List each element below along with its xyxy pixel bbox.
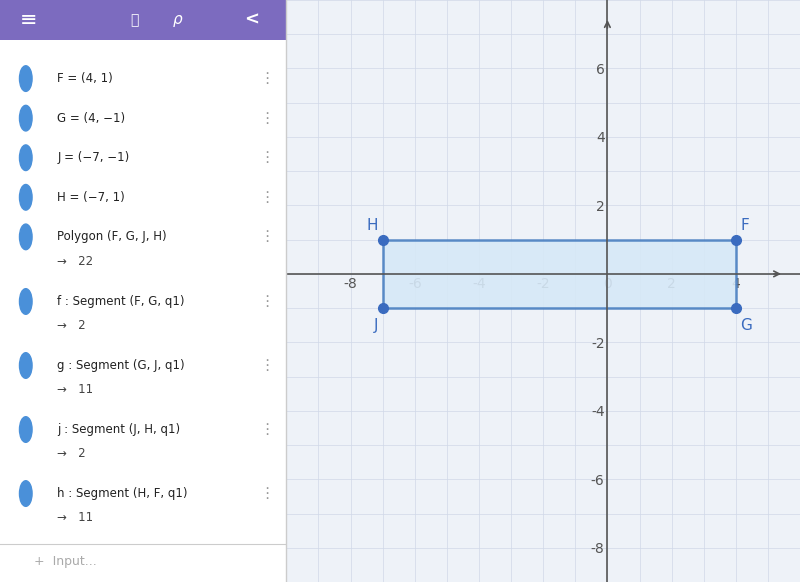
Text: ⋮: ⋮ <box>258 111 274 126</box>
Text: ⋮: ⋮ <box>258 486 274 501</box>
Text: J = (−7, −1): J = (−7, −1) <box>58 151 130 164</box>
Text: H = (−7, 1): H = (−7, 1) <box>58 191 125 204</box>
Text: G: G <box>741 318 753 333</box>
Text: G = (4, −1): G = (4, −1) <box>58 112 126 125</box>
Text: H: H <box>366 218 378 233</box>
Text: <: < <box>245 11 259 29</box>
Text: j : Segment (J, H, q1): j : Segment (J, H, q1) <box>58 423 181 436</box>
Text: →   11: → 11 <box>58 384 94 396</box>
Text: ≡: ≡ <box>20 10 38 30</box>
Circle shape <box>19 184 32 210</box>
Circle shape <box>19 289 32 314</box>
Text: →   22: → 22 <box>58 255 94 268</box>
Text: F: F <box>741 218 750 233</box>
Bar <box>0 0 286 40</box>
Text: h : Segment (H, F, q1): h : Segment (H, F, q1) <box>58 487 188 500</box>
Text: g : Segment (G, J, q1): g : Segment (G, J, q1) <box>58 359 185 372</box>
Text: ⋮: ⋮ <box>258 358 274 373</box>
Text: Polygon (F, G, J, H): Polygon (F, G, J, H) <box>58 230 167 243</box>
Circle shape <box>19 353 32 378</box>
Text: J: J <box>374 318 378 333</box>
Circle shape <box>19 481 32 506</box>
Text: F = (4, 1): F = (4, 1) <box>58 72 113 85</box>
Text: ⋮: ⋮ <box>258 422 274 437</box>
Text: 🗋: 🗋 <box>130 13 138 27</box>
Text: f : Segment (F, G, q1): f : Segment (F, G, q1) <box>58 295 185 308</box>
Text: ρ: ρ <box>173 12 182 27</box>
Circle shape <box>19 66 32 91</box>
Circle shape <box>19 145 32 171</box>
Text: ⋮: ⋮ <box>258 190 274 205</box>
Text: ⋮: ⋮ <box>258 294 274 309</box>
Text: ⋮: ⋮ <box>258 71 274 86</box>
Text: +  Input...: + Input... <box>34 555 97 568</box>
Circle shape <box>19 105 32 131</box>
Text: ⋮: ⋮ <box>258 150 274 165</box>
Circle shape <box>19 224 32 250</box>
Text: →   11: → 11 <box>58 512 94 524</box>
Text: →   2: → 2 <box>58 448 86 460</box>
Text: ⋮: ⋮ <box>258 229 274 244</box>
Polygon shape <box>382 240 736 308</box>
Circle shape <box>19 417 32 442</box>
Text: →   2: → 2 <box>58 320 86 332</box>
